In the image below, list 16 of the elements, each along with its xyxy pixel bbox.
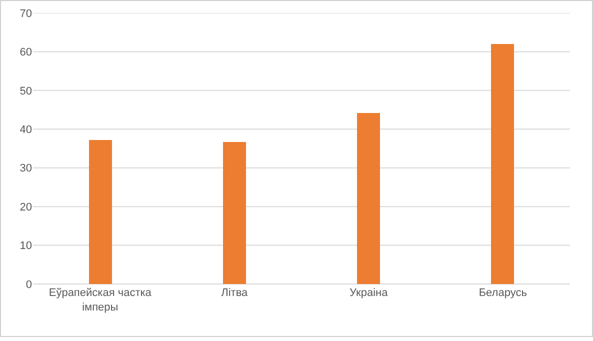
y-tick-label: 40 — [20, 124, 32, 136]
y-tick-label: 0 — [26, 278, 32, 291]
y-tick-label: 70 — [20, 8, 32, 20]
y-tick-label: 10 — [20, 240, 32, 252]
y-tick-label: 20 — [20, 201, 32, 214]
x-tick-label: Беларусь — [478, 287, 528, 299]
bar — [223, 142, 246, 284]
x-tick-label: Літва — [221, 287, 249, 299]
y-tick-label: 60 — [20, 46, 32, 59]
x-tick-label: Украіна — [350, 287, 389, 299]
bar — [357, 113, 380, 284]
x-tick-label: Еўрапейская частка імперы — [48, 287, 152, 314]
bar — [491, 44, 514, 284]
y-tick-label: 30 — [20, 162, 32, 175]
bar — [89, 140, 112, 284]
y-tick-label: 50 — [20, 85, 32, 98]
